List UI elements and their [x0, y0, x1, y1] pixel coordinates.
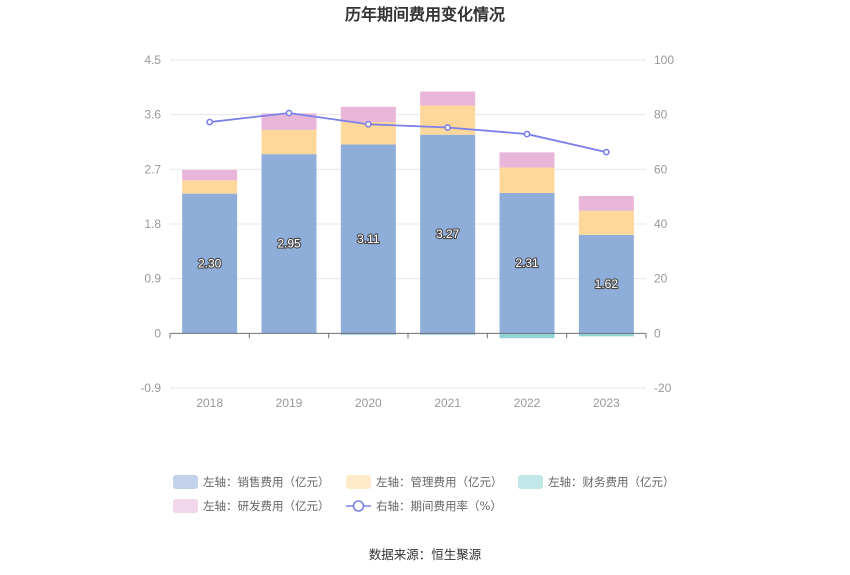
expense-rate-point [285, 109, 293, 117]
legend-label-rate: 右轴：期间费用率（%） [376, 499, 502, 513]
bar-segment-sales [499, 193, 555, 334]
sales-data-label: 2.95 [277, 237, 301, 251]
bar-segment-rd [420, 91, 476, 106]
left-axis-labels: 4.5 3.6 2.7 1.8 0.9 0 -0.9 [140, 53, 161, 395]
bar-segment-admin [182, 180, 238, 194]
chart-title: 历年期间费用变化情况 [345, 5, 505, 24]
right-axis-tick: 20 [654, 272, 668, 286]
bar-segment-rd [340, 106, 396, 122]
left-axis-tick: 0 [154, 326, 161, 340]
expense-rate-line [206, 109, 610, 156]
expense-rate-point [364, 120, 372, 128]
right-axis-tick: 0 [654, 326, 661, 340]
legend-swatch-rd [173, 499, 198, 513]
bar-segment-rd [261, 113, 317, 130]
left-axis-tick: -0.9 [140, 381, 161, 395]
data-labels: 2.30 2.95 3.11 3.27 2.31 1.62 [197, 226, 620, 292]
right-axis-tick: 40 [654, 217, 668, 231]
gridlines [170, 59, 646, 389]
left-axis-tick: 0.9 [144, 272, 161, 286]
bar-segment-admin [578, 210, 634, 235]
bar-segment-finance [578, 333, 634, 337]
x-axis-label: 2022 [514, 396, 541, 410]
x-axis-label: 2021 [434, 396, 461, 410]
bar-segment-rd [578, 196, 634, 211]
x-axis-label: 2018 [196, 396, 223, 410]
bar-segment-sales [578, 234, 634, 334]
bar-segment-sales [340, 144, 396, 334]
expense-rate-point [206, 118, 214, 126]
left-axis-tick: 3.6 [144, 108, 161, 122]
left-axis-tick: 2.7 [144, 162, 161, 176]
left-axis-tick: 4.5 [144, 53, 161, 67]
x-axis [169, 332, 647, 339]
bar-segment-rd [499, 152, 555, 168]
legend-swatch-admin [346, 475, 371, 489]
bar-segment-admin [340, 121, 396, 145]
legend-label-sales: 左轴：销售费用（亿元） [203, 475, 330, 489]
x-axis-label: 2020 [355, 396, 382, 410]
expense-rate-point [602, 148, 610, 156]
bar-segment-finance [499, 333, 555, 339]
bar-segment-rd [182, 169, 238, 181]
bar-segment-sales [182, 193, 238, 334]
legend-label-rd: 左轴：研发费用（亿元） [203, 499, 330, 513]
legend-swatch-finance [518, 475, 543, 489]
sales-data-label: 3.27 [436, 227, 460, 241]
right-axis-tick: 60 [654, 162, 668, 176]
legend-label-admin: 左轴：管理费用（亿元） [376, 475, 503, 489]
x-axis-labels: 2018 2019 2020 2021 2022 2023 [196, 396, 620, 410]
bars [182, 91, 634, 339]
expense-rate-polyline [209, 112, 607, 153]
left-axis-tick: 1.8 [144, 217, 161, 231]
bar-segment-finance [340, 333, 396, 335]
source-note: 数据来源：恒生聚源 [369, 547, 482, 562]
bar-segment-admin [261, 129, 317, 155]
right-axis-tick: 80 [654, 108, 668, 122]
right-axis-tick: -20 [654, 381, 672, 395]
legend-label-finance: 左轴：财务费用（亿元） [548, 475, 675, 489]
sales-data-label: 3.11 [357, 232, 380, 246]
bar-segment-admin [499, 167, 555, 194]
bar-segment-sales [420, 134, 476, 334]
legend: 左轴：销售费用（亿元） 左轴：管理费用（亿元） 左轴：财务费用（亿元） 左轴：研发费用… [173, 475, 675, 513]
sales-data-label: 2.31 [515, 256, 539, 270]
legend-swatch-sales [173, 475, 198, 489]
sales-data-label: 1.62 [595, 277, 619, 291]
right-axis-tick: 100 [654, 53, 674, 67]
bar-segment-finance [420, 333, 476, 335]
bar-segment-sales [261, 154, 317, 334]
right-axis-labels: 100 80 60 40 20 0 -20 [654, 53, 674, 395]
expense-rate-point [444, 124, 452, 131]
expense-rate-point [523, 130, 531, 138]
legend-point-marker [352, 500, 365, 512]
x-axis-label: 2023 [593, 396, 620, 410]
x-axis-label: 2019 [276, 396, 303, 410]
sales-data-label: 2.30 [198, 256, 222, 270]
